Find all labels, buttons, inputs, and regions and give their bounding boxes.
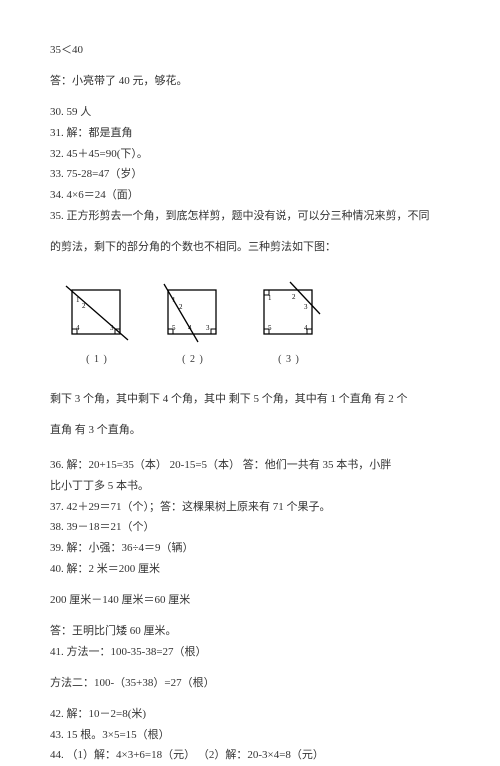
diagram-2: 1 2 5 4 3 ( 2 )	[156, 272, 230, 369]
text-line: 直角 有 3 个直角。	[50, 420, 450, 441]
svg-text:1: 1	[76, 296, 80, 304]
diagram-3: 1 2 3 4 5 ( 3 )	[252, 272, 326, 369]
diagram-caption: ( 1 )	[86, 350, 108, 369]
svg-text:3: 3	[304, 303, 308, 311]
text-line: 的剪法，剩下的部分角的个数也不相同。三种剪法如下图：	[50, 237, 450, 258]
svg-text:4: 4	[304, 324, 308, 332]
text-line: 44. （1）解：4×3+6=18（元） （2）解：20-3×4=8（元）	[50, 745, 450, 766]
svg-text:2: 2	[292, 293, 296, 301]
square-cut-svg-2: 1 2 5 4 3	[156, 272, 230, 346]
text-line: 40. 解：2 米＝200 厘米	[50, 559, 450, 580]
text-line: 答：王明比门矮 60 厘米。	[50, 621, 450, 642]
text-line: 33. 75-28=47（岁）	[50, 164, 450, 185]
square-cut-svg-1: 1 2 4 3	[60, 272, 134, 346]
svg-text:1: 1	[268, 294, 272, 302]
text-line: 200 厘米－140 厘米＝60 厘米	[50, 590, 450, 611]
svg-text:3: 3	[206, 324, 210, 332]
text-line: 34. 4×6＝24（面）	[50, 185, 450, 206]
text-line: 35. 正方形剪去一个角，到底怎样剪，题中没有说，可以分三种情况来剪，不同	[50, 206, 450, 227]
text-line: 43. 15 根。3×5=15（根）	[50, 725, 450, 746]
text-line: 32. 45＋45=90(下）。	[50, 144, 450, 165]
svg-text:2: 2	[82, 302, 86, 310]
text-line: 30. 59 人	[50, 102, 450, 123]
text-line: 31. 解：都是直角	[50, 123, 450, 144]
svg-text:2: 2	[179, 303, 183, 311]
text-line: 比小丁丁多 5 本书。	[50, 476, 450, 497]
diagram-row: 1 2 4 3 ( 1 ) 1 2 5 4 3 ( 2 )	[60, 272, 450, 369]
svg-text:4: 4	[76, 324, 80, 332]
text-line: 方法二：100-（35+38）=27（根）	[50, 673, 450, 694]
svg-text:5: 5	[172, 324, 176, 332]
square-cut-svg-3: 1 2 3 4 5	[252, 272, 326, 346]
text-line: 答：小亮带了 40 元，够花。	[50, 71, 450, 92]
svg-text:1: 1	[172, 296, 176, 304]
diagram-caption: ( 3 )	[278, 350, 300, 369]
text-line: 38. 39－18＝21（个）	[50, 517, 450, 538]
text-line: 36. 解：20+15=35（本） 20-15=5（本） 答：他们一共有 35 …	[50, 455, 450, 476]
svg-text:5: 5	[268, 324, 272, 332]
svg-text:3: 3	[110, 324, 114, 332]
text-line: 41. 方法一：100-35-38=27（根）	[50, 642, 450, 663]
text-line: 39. 解：小强：36÷4＝9（辆）	[50, 538, 450, 559]
svg-text:4: 4	[188, 324, 192, 332]
diagram-1: 1 2 4 3 ( 1 )	[60, 272, 134, 369]
text-line: 剩下 3 个角，其中剩下 4 个角，其中 剩下 5 个角，其中有 1 个直角 有…	[50, 389, 450, 410]
text-line: 35＜40	[50, 40, 450, 61]
diagram-caption: ( 2 )	[182, 350, 204, 369]
text-line: 37. 42＋29＝71（个）；答：这棵果树上原来有 71 个果子。	[50, 497, 450, 518]
